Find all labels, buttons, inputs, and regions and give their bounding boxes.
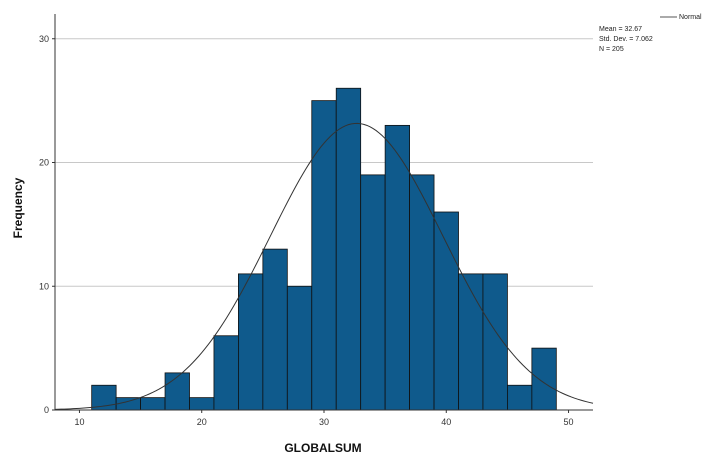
histogram-bar-4 xyxy=(189,397,215,411)
tick-labels: 10 20 30 40 50 0 10 20 30 xyxy=(39,34,574,427)
y-tick-label-3: 30 xyxy=(39,34,49,44)
histogram-bar-8 xyxy=(286,285,313,411)
histogram-bar-18 xyxy=(531,347,557,411)
legend-std-dev: Std. Dev. = 7.062 xyxy=(599,36,653,43)
y-tick-label-2: 20 xyxy=(39,158,49,168)
legend: Normal Mean = 32.67 Std. Dev. = 7.062 N … xyxy=(599,14,702,53)
legend-mean: Mean = 32.67 xyxy=(599,26,642,33)
histogram-bar-15 xyxy=(458,273,484,411)
histogram-bar-6 xyxy=(238,273,264,411)
histogram-bar-10 xyxy=(335,87,362,411)
legend-n: N = 205 xyxy=(599,46,624,53)
y-axis-title: Frequency xyxy=(11,177,25,238)
y-tick-label-1: 10 xyxy=(39,281,49,291)
x-tick-label-1: 20 xyxy=(197,417,207,427)
histogram-bar-3 xyxy=(164,372,190,411)
legend-normal-label: Normal xyxy=(679,14,702,21)
x-tick-label-4: 50 xyxy=(564,417,574,427)
y-tick-label-0: 0 xyxy=(44,405,49,415)
x-tick-label-0: 10 xyxy=(74,417,84,427)
histogram-bar-9 xyxy=(311,100,337,411)
x-tick-label-2: 30 xyxy=(319,417,329,427)
histogram-bar-11 xyxy=(360,174,386,411)
normal-curve xyxy=(54,122,594,410)
histogram-bar-16 xyxy=(482,273,508,411)
histogram-bar-12 xyxy=(384,124,410,411)
histogram-bar-17 xyxy=(507,384,533,411)
histogram-bar-7 xyxy=(262,248,288,411)
x-axis-title: GLOBALSUM xyxy=(284,441,361,455)
histogram-bar-2 xyxy=(140,397,166,411)
x-tick-label-3: 40 xyxy=(441,417,451,427)
histogram-bar-5 xyxy=(213,335,239,411)
histogram-bars xyxy=(91,87,557,411)
